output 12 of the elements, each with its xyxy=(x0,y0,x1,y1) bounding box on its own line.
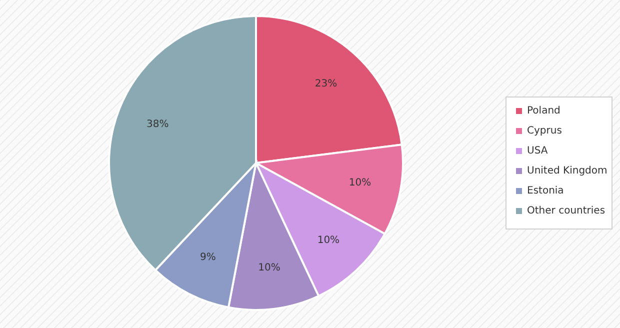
data-label: 10% xyxy=(317,234,340,246)
data-label: 23% xyxy=(314,78,338,90)
data-label: 9% xyxy=(200,252,216,264)
legend-label: Cyprus xyxy=(527,126,562,137)
legend-label: United Kingdom xyxy=(527,166,608,177)
legend-label: Poland xyxy=(527,106,560,117)
legend-label: Estonia xyxy=(527,186,564,197)
data-label: 38% xyxy=(146,118,169,130)
legend-label: USA xyxy=(527,146,548,157)
legend-label: Other countries xyxy=(527,206,606,217)
data-label: 10% xyxy=(258,262,280,274)
data-label: 10% xyxy=(348,178,372,189)
